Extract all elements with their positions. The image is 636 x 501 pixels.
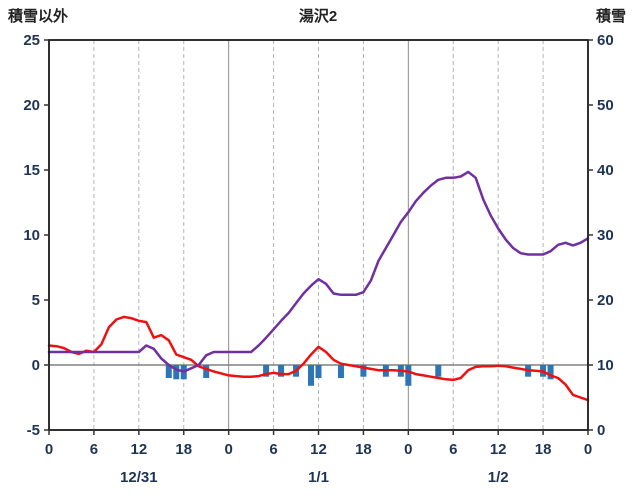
tick-label: 50 <box>597 97 614 114</box>
tick-label: 12/31 <box>120 469 158 486</box>
tick-label: 0 <box>404 441 412 458</box>
right-axis-title: 積雪 <box>595 8 626 25</box>
tick-label: 1/1 <box>308 469 329 486</box>
tick-label: 0 <box>224 441 232 458</box>
tick-label: 20 <box>597 292 614 309</box>
tick-label: 12 <box>490 441 507 458</box>
tick-label: 18 <box>535 441 552 458</box>
tick-label: 40 <box>597 162 614 179</box>
chart-title: 湯沢2 <box>298 8 338 25</box>
tick-label: 1/2 <box>488 469 509 486</box>
tick-label: 0 <box>597 422 605 439</box>
tick-label: 30 <box>597 227 614 244</box>
tick-label: 6 <box>90 441 98 458</box>
tick-label: 15 <box>23 162 40 179</box>
tick-label: 6 <box>269 441 277 458</box>
tick-label: 18 <box>355 441 372 458</box>
tick-label: 0 <box>32 357 40 374</box>
tick-label: 0 <box>45 441 53 458</box>
tick-label: 5 <box>32 292 40 309</box>
tick-label: 10 <box>597 357 614 374</box>
tick-label: 18 <box>175 441 192 458</box>
tick-label: 60 <box>597 32 614 49</box>
tick-label: 12 <box>130 441 147 458</box>
left-axis-title: 積雪以外 <box>8 8 69 25</box>
tick-label: 0 <box>584 441 592 458</box>
tick-label: -5 <box>27 422 40 439</box>
non-snow-line <box>47 315 590 402</box>
tick-label: 10 <box>23 227 40 244</box>
tick-label: 25 <box>23 32 40 49</box>
snow-depth-line <box>47 170 590 373</box>
tick-label: 6 <box>449 441 457 458</box>
tick-label: 12 <box>310 441 327 458</box>
tick-label: 20 <box>23 97 40 114</box>
